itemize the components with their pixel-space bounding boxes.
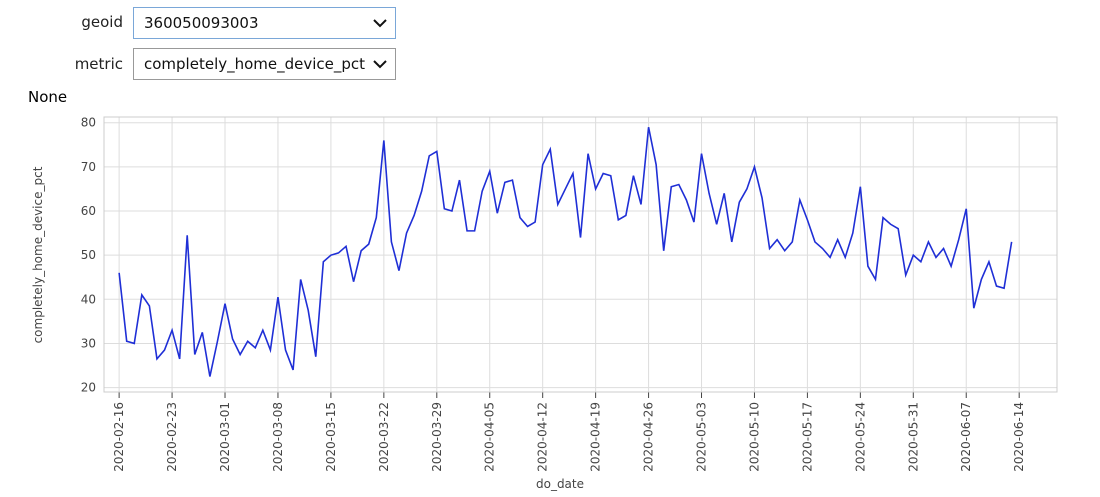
y-tick-label: 70	[81, 160, 96, 174]
metric-dropdown[interactable]: completely_home_device_pct	[133, 48, 396, 80]
chevron	[373, 19, 387, 28]
chevron	[373, 60, 387, 69]
x-axis-label: do_date	[536, 477, 584, 491]
x-tick-label: 2020-03-29	[430, 402, 444, 472]
x-tick-label: 2020-05-17	[800, 402, 814, 472]
y-tick-label: 30	[81, 336, 96, 350]
x-tick-label: 2020-04-05	[483, 402, 497, 472]
y-tick-label: 60	[81, 204, 96, 218]
x-tick-label: 2020-06-14	[1012, 402, 1026, 472]
y-tick-label: 80	[81, 116, 96, 130]
x-tick-label: 2020-05-24	[853, 402, 867, 472]
x-tick-label: 2020-02-23	[165, 402, 179, 472]
y-tick-label: 50	[81, 248, 96, 262]
geoid-dropdown[interactable]: 360050093003	[133, 7, 396, 39]
x-tick-label: 2020-06-07	[959, 402, 973, 472]
x-tick-label: 2020-03-08	[271, 402, 285, 472]
x-tick-label: 2020-04-12	[536, 402, 550, 472]
geoid-value[interactable]: 360050093003	[144, 14, 259, 32]
y-tick-label: 40	[81, 292, 96, 306]
y-tick-label: 20	[81, 381, 96, 395]
x-tick-label: 2020-04-26	[642, 402, 656, 472]
x-tick-label: 2020-03-01	[218, 402, 232, 472]
x-tick-label: 2020-03-15	[324, 402, 338, 472]
metric-label: metric	[74, 55, 123, 73]
x-tick-label: 2020-05-31	[906, 402, 920, 472]
x-tick-label: 2020-05-10	[747, 402, 761, 472]
x-tick-label: 2020-05-03	[695, 402, 709, 472]
x-tick-label: 2020-04-19	[589, 402, 603, 472]
plot-frame	[103, 116, 1058, 393]
x-tick-label: 2020-03-22	[377, 402, 391, 472]
x-tick-label: 2020-02-16	[112, 402, 126, 472]
metric-value[interactable]: completely_home_device_pct	[144, 55, 366, 73]
output-text: None	[28, 88, 68, 106]
data-line	[118, 126, 1013, 377]
geoid-label: geoid	[81, 13, 123, 31]
y-axis-label: completely_home_device_pct	[31, 166, 45, 343]
